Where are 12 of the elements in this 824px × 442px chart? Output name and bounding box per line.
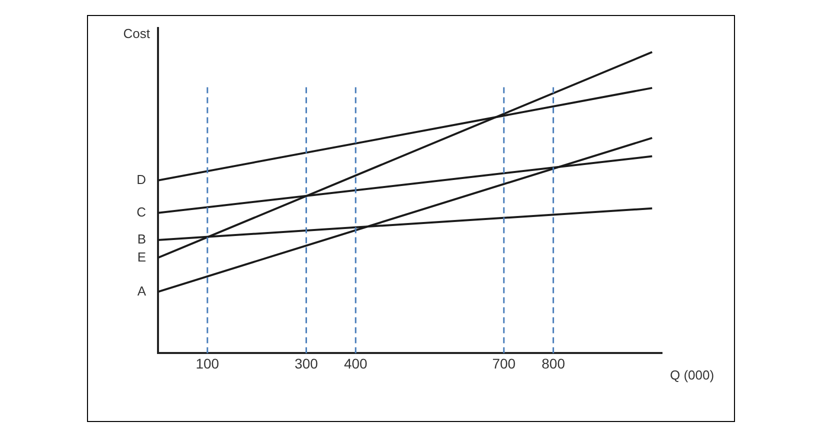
x-tick-label: 700: [492, 355, 516, 372]
series-label: E: [137, 249, 146, 264]
series-label: C: [136, 204, 146, 220]
x-tick-label: 300: [294, 355, 318, 372]
x-tick-label: 800: [542, 355, 566, 372]
x-axis-title: Q (000): [670, 367, 714, 382]
series-label: D: [136, 172, 146, 187]
y-axis-title: Cost: [123, 26, 150, 42]
series-label: A: [137, 283, 146, 298]
series-label: B: [137, 232, 146, 247]
x-tick-label: 100: [196, 355, 220, 372]
x-tick-label: 400: [344, 355, 368, 372]
